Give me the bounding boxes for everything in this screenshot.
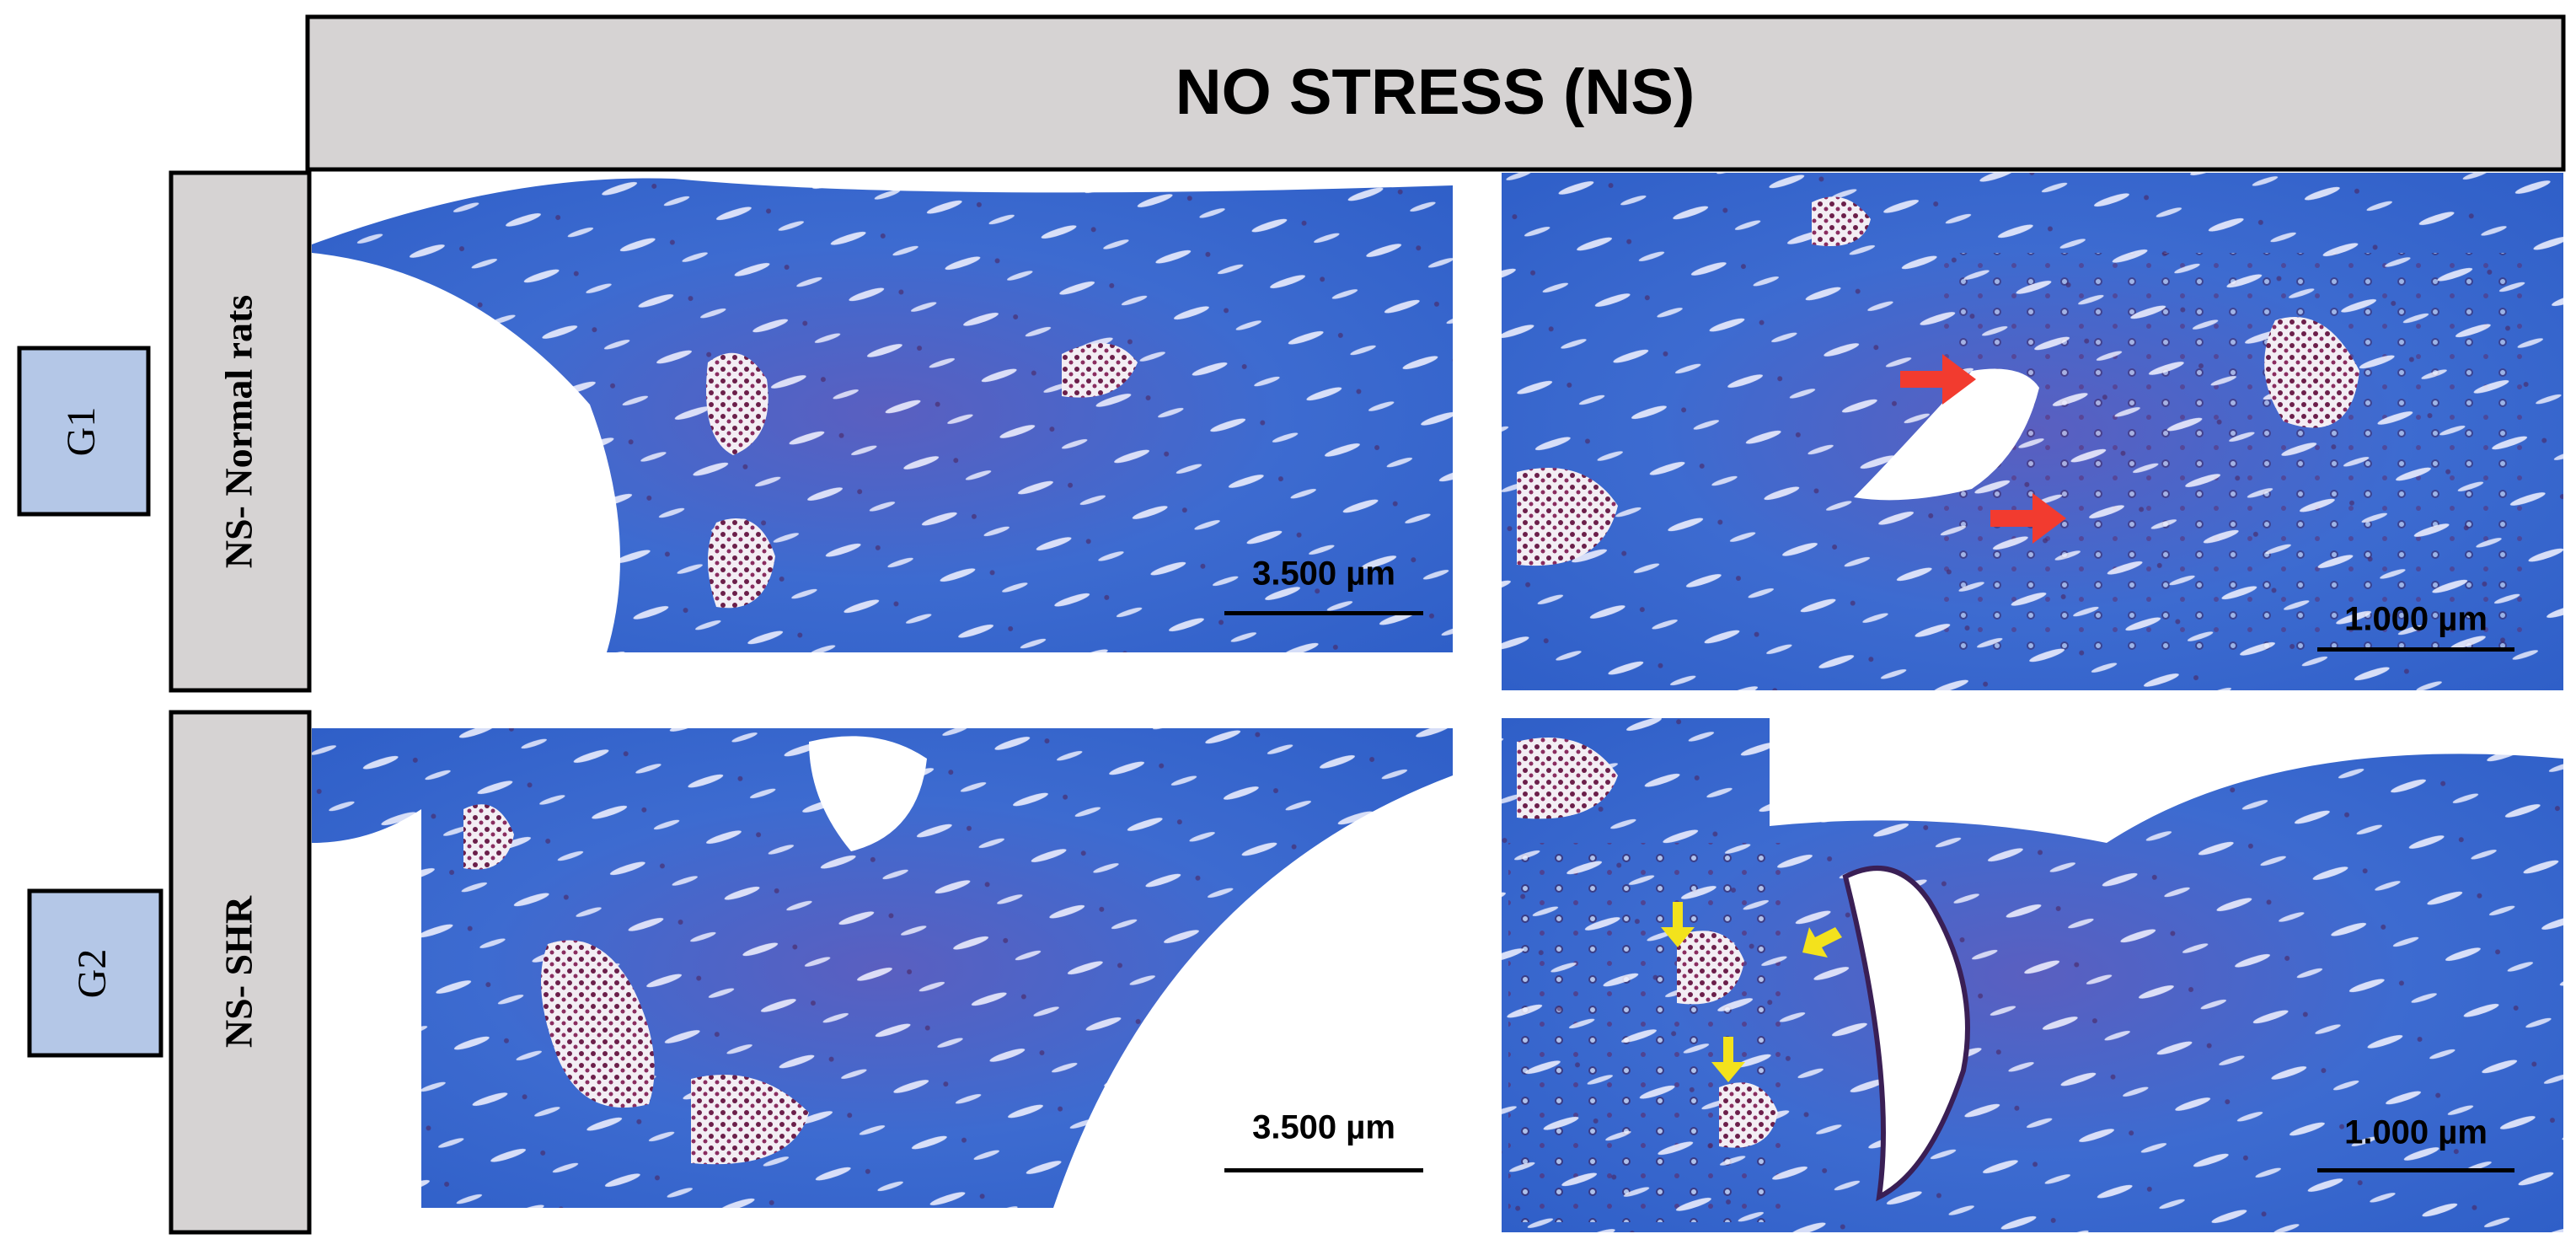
row-label-box xyxy=(169,710,312,1235)
row-label: NS- SHR xyxy=(217,895,260,1048)
group-box xyxy=(17,346,151,517)
group-box xyxy=(27,888,163,1058)
scale-label: 1.000 µm xyxy=(2344,601,2488,638)
header-title: NO STRESS (NS) xyxy=(1176,56,1695,128)
micrograph xyxy=(312,173,1453,652)
scale-label: 1.000 µm xyxy=(2344,1114,2488,1151)
scale-bar xyxy=(1224,611,1423,615)
row-label: NS- Normal rats xyxy=(217,295,260,569)
group-label: G2 xyxy=(70,949,115,999)
group-label: G1 xyxy=(59,407,104,457)
header-box xyxy=(305,14,2566,172)
micrograph xyxy=(1502,173,2563,690)
micrograph xyxy=(1502,718,2563,1232)
row-label-box xyxy=(169,170,312,693)
scale-label: 3.500 µm xyxy=(1252,1109,1395,1146)
scale-bar xyxy=(1224,1168,1423,1172)
scale-bar xyxy=(2317,647,2514,652)
scale-bar xyxy=(2317,1168,2514,1172)
scale-label: 3.500 µm xyxy=(1252,555,1395,593)
micrograph xyxy=(312,728,1453,1208)
